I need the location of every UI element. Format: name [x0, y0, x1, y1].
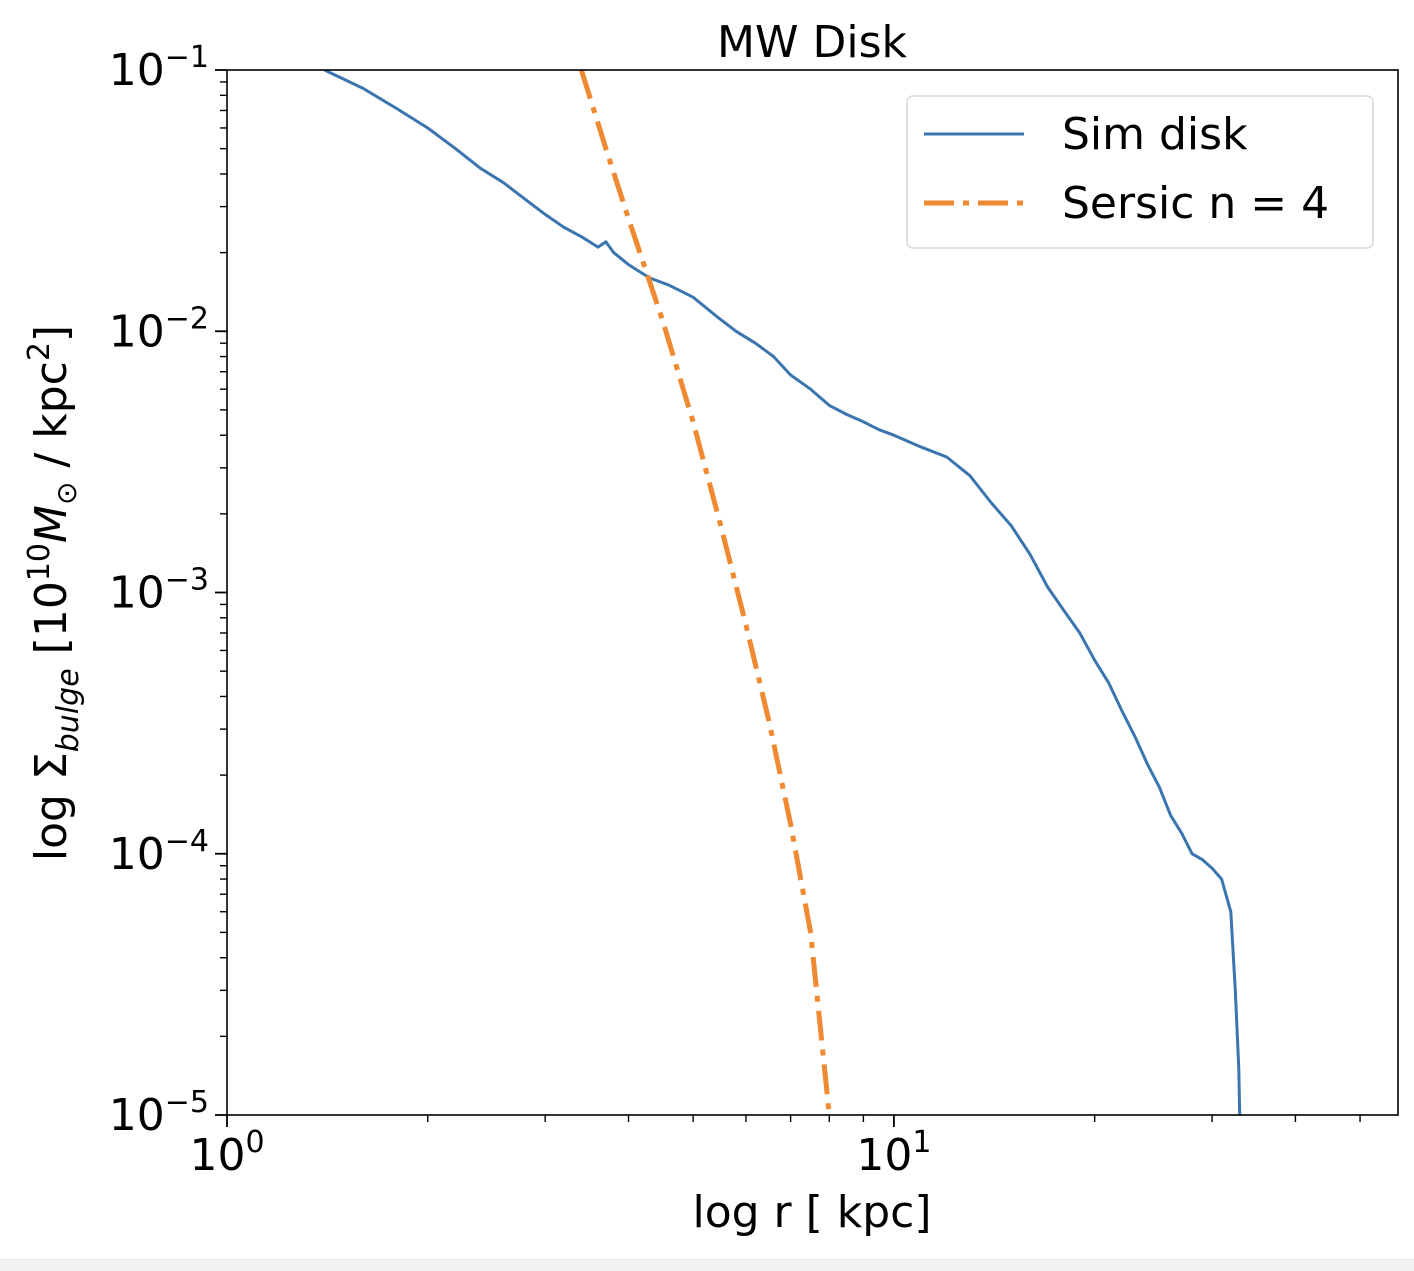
legend-label-sim-disk: Sim disk	[1062, 109, 1248, 160]
minor-ticks	[220, 81, 1361, 1122]
y-label-exponent: 10	[22, 543, 57, 581]
y-label-bracket-open: [10	[26, 581, 77, 668]
data-series	[323, 70, 1242, 1115]
series-line-sersic	[579, 70, 832, 1115]
x-tick-label: 100	[189, 1125, 264, 1181]
y-label-prefix: log Σ	[26, 752, 77, 861]
plot-frame	[226, 69, 1399, 1116]
y-tick-labels: 10−1 10−2 10−3 10−4 10−5	[109, 40, 227, 1141]
y-label-sun-subscript: ⊙	[50, 482, 83, 505]
series-line-sim-disk	[323, 70, 1242, 1115]
x-tick-labels: 100 101	[189, 1115, 931, 1181]
y-tick-label: 10−4	[109, 824, 209, 880]
y-label-unit: / kpc	[26, 361, 77, 481]
y-tick-label: 10−2	[109, 301, 209, 357]
y-label-mass-symbol: M	[26, 505, 77, 543]
legend-label-sersic: Sersic n = 4	[1062, 178, 1329, 229]
y-tick-label: 10−1	[109, 40, 209, 96]
x-axis-label: log r [ kpc]	[692, 1187, 931, 1238]
y-axis-label: log Σbulge [1010M⊙ / kpc2]	[22, 325, 86, 861]
legend: Sim disk Sersic n = 4	[906, 95, 1374, 249]
y-label-bracket-close: ]	[26, 325, 77, 342]
y-label-unit-exponent: 2	[22, 342, 57, 361]
chart-title: MW Disk	[717, 17, 907, 68]
window-bottom-strip	[0, 1259, 1414, 1271]
x-tick-label: 101	[856, 1125, 931, 1181]
y-tick-label: 10−3	[109, 563, 209, 619]
y-tick-label: 10−5	[109, 1085, 209, 1141]
y-label-subscript: bulge	[51, 668, 86, 752]
